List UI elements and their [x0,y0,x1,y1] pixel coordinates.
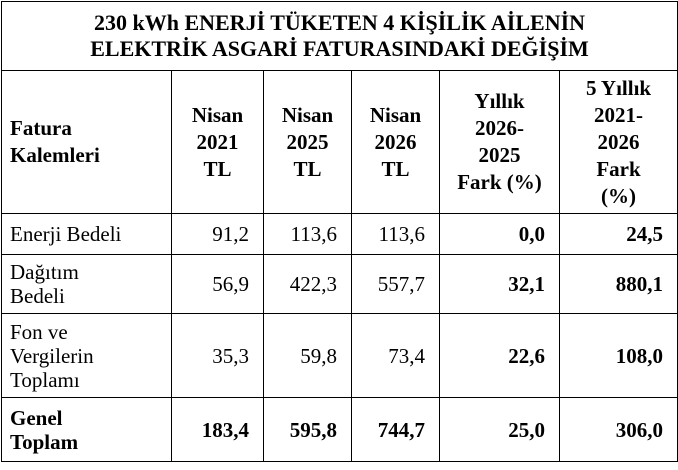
title-row: 230 kWh ENERJİ TÜKETEN 4 KİŞİLİK AİLENİN… [0,1,678,71]
header-line: 2026 [597,129,640,154]
row-label-line: Toplamı [10,367,80,392]
value-cell: 25,0 [439,397,560,462]
row-label-line: Bedeli [10,284,65,308]
data-row: Fon ve Vergilerin Toplamı 35,3 59,8 73,4 22,6 1… [1,313,678,398]
row-label-line: Vergilerin [10,343,94,368]
value-cell: 183,4 [171,397,264,462]
row-label-line: Dağıtım [10,260,79,284]
header-cell: Yıllık 2026- 2025 Fark (%) [439,70,560,214]
header-line: Kalemleri [10,143,100,167]
value-cell: 0,0 [439,213,560,255]
value-cell: 59,8 [263,313,352,398]
header-line: 2026 [374,129,417,154]
value-cell: 108,0 [558,313,678,398]
header-row: Fatura Kalemleri Nisan 2021 TL Nisan 2025 TL Nis… [1,70,678,214]
value-cell: 35,3 [171,313,264,398]
header-line: TL [293,156,322,181]
row-label: Fon ve Vergilerin Toplamı [1,313,172,398]
value-cell: 56,9 [171,254,264,314]
data-row: Enerji Bedeli 91,2 113,6 113,6 0,0 24,5 [1,213,678,255]
title-line: 230 kWh ENERJİ TÜKETEN 4 KİŞİLİK AİLENİN [93,10,586,35]
header-line: Nisan [281,102,334,127]
header-line: Yıllık [474,89,525,113]
value-cell: 32,1 [439,254,560,314]
header-line: Nisan [191,102,244,127]
row-label-line: Enerji Bedeli [10,222,122,246]
header-cell: Fatura Kalemleri [1,70,172,214]
value-cell: 557,7 [351,254,440,314]
title-line: ELEKTRİK ASGARİ FATURASINDAKİ DEĞİŞİM [90,36,589,61]
row-label-line: Toplam [10,429,79,454]
value-cell: 595,8 [263,397,352,462]
header-line: TL [381,156,410,181]
value-cell: 113,6 [263,213,352,255]
value-cell: 91,2 [171,213,264,255]
value-cell: 422,3 [263,254,352,314]
title-cell: 230 kWh ENERJİ TÜKETEN 4 KİŞİLİK AİLENİN… [0,1,678,71]
header-cell: 5 Yıllık 2021- 2026 Fark (%) [558,70,678,214]
header-line: TL [203,156,232,181]
header-line: 2026- [475,116,524,140]
header-line: 2021 [196,129,239,154]
value-cell: 24,5 [558,213,678,255]
row-label: Enerji Bedeli [1,213,172,255]
value-cell: 880,1 [558,254,678,314]
header-line: Fark [596,156,641,181]
row-label-line: Genel [10,405,63,430]
header-cell: Nisan 2025 TL [263,70,352,214]
data-row: Genel Toplam 183,4 595,8 744,7 25,0 306,0 [1,397,678,462]
header-line: 2025 [478,143,521,167]
header-line: Nisan [369,102,422,127]
row-label: Dağıtım Bedeli [1,254,172,314]
row-label-line: Fon ve [10,319,68,344]
header-line: 2021- [594,102,644,127]
value-cell: 22,6 [439,313,560,398]
header-line: 5 Yıllık [585,75,652,100]
header-line: 2025 [286,129,329,154]
value-cell: 113,6 [351,213,440,255]
header-line: Fatura [10,116,72,140]
header-cell: Nisan 2021 TL [171,70,264,214]
header-line: Fark (%) [457,170,542,194]
value-cell: 744,7 [351,397,440,462]
value-cell: 73,4 [351,313,440,398]
header-line: (%) [601,183,637,208]
row-label: Genel Toplam [1,397,172,462]
data-row: Dağıtım Bedeli 56,9 422,3 557,7 32,1 880,1 [1,254,678,314]
header-cell: Nisan 2026 TL [351,70,440,214]
value-cell: 306,0 [558,397,678,462]
